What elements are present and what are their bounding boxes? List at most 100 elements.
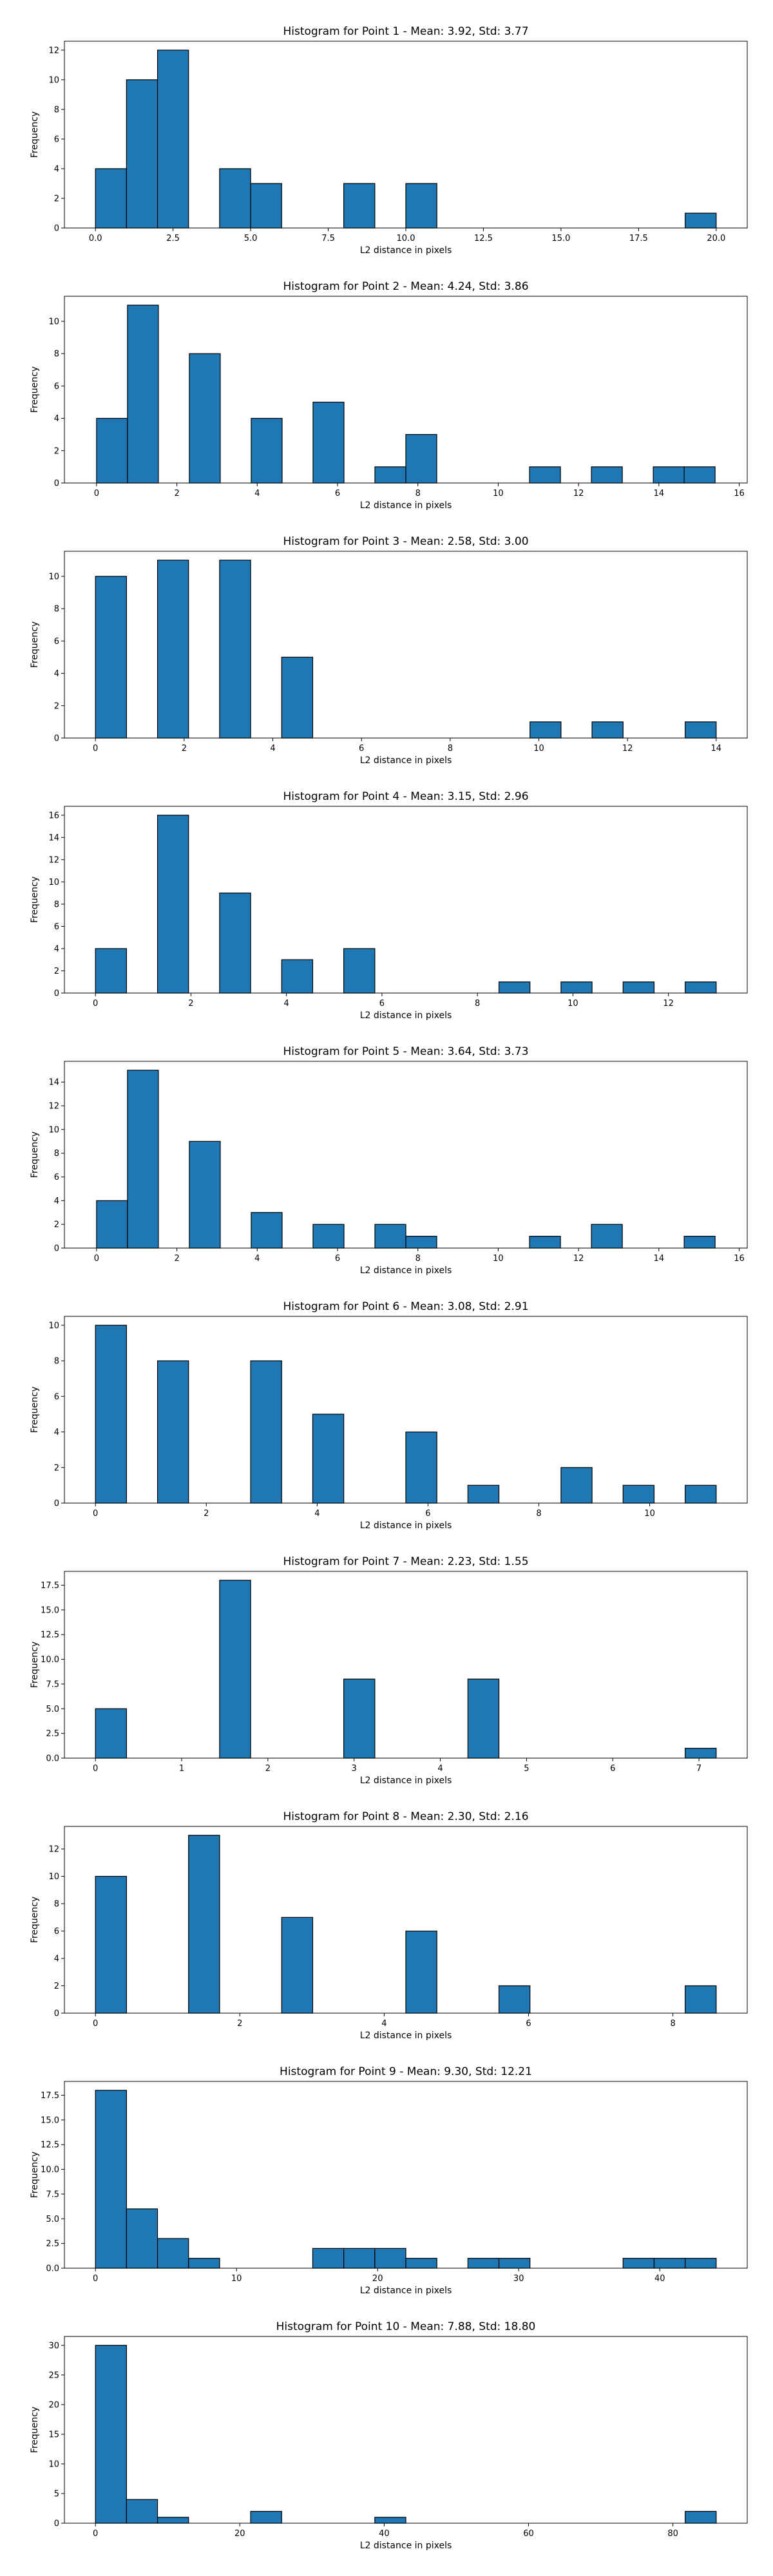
y-tick-label: 0.0 xyxy=(46,2264,59,2274)
histogram-bar xyxy=(96,417,128,484)
histogram-bar xyxy=(683,1235,716,1249)
histogram-panel-5: Histogram for Point 5 - Mean: 3.64, Std:… xyxy=(30,1045,748,1276)
histogram-bar xyxy=(685,981,717,994)
y-tick-label: 8 xyxy=(54,105,59,115)
x-tick-label: 6 xyxy=(425,1509,430,1519)
y-tick-label: 10 xyxy=(48,1321,59,1331)
x-tick-label: 0 xyxy=(93,1509,98,1519)
chart-title: Histogram for Point 5 - Mean: 3.64, Std:… xyxy=(283,1045,528,1058)
y-tick-label: 5.0 xyxy=(46,2215,59,2224)
y-tick-label: 15.0 xyxy=(41,2116,59,2125)
histogram-bar xyxy=(95,1708,127,1759)
y-axis-label: Frequency xyxy=(30,1132,40,1178)
y-tick-label: 6 xyxy=(54,1927,59,1937)
plot-frame xyxy=(64,2336,748,2524)
x-tick-label: 16 xyxy=(734,489,745,498)
histogram-bar xyxy=(251,417,283,484)
histogram-bar xyxy=(219,1580,251,1759)
histogram-bar xyxy=(685,721,717,739)
y-tick-label: 8 xyxy=(54,1357,59,1367)
histogram-bar xyxy=(405,1431,437,1504)
x-tick-label: 40 xyxy=(654,2274,665,2284)
x-tick-label: 15.0 xyxy=(551,234,570,243)
x-tick-label: 2 xyxy=(174,1254,179,1264)
y-tick-label: 10 xyxy=(48,2459,59,2469)
x-tick-label: 8 xyxy=(448,744,453,753)
x-tick-label: 5 xyxy=(524,1764,529,1774)
plot-frame xyxy=(64,296,748,484)
x-tick-label: 20.0 xyxy=(707,234,725,243)
x-tick-label: 2 xyxy=(237,2019,242,2029)
y-tick-label: 8 xyxy=(54,350,59,359)
histogram-bar xyxy=(374,2517,406,2524)
plot-frame xyxy=(64,1316,748,1504)
y-tick-label: 10 xyxy=(48,572,59,582)
y-axis-label: Frequency xyxy=(30,1387,40,1433)
histogram-bar xyxy=(560,981,593,994)
y-tick-label: 10 xyxy=(48,878,59,887)
histogram-panel-9: Histogram for Point 9 - Mean: 9.30, Std:… xyxy=(30,2065,748,2296)
y-tick-label: 7.5 xyxy=(46,1680,59,1689)
x-axis-label: L2 distance in pixels xyxy=(360,1265,452,1276)
histogram-bar xyxy=(685,1484,717,1504)
y-tick-label: 10.0 xyxy=(41,1655,59,1665)
x-tick-label: 17.5 xyxy=(629,234,648,243)
x-tick-label: 6 xyxy=(526,2019,531,2029)
histogram-bar xyxy=(188,1835,220,2014)
histogram-bar xyxy=(374,466,406,484)
histogram-bar xyxy=(343,183,376,229)
histogram-bar xyxy=(95,576,127,739)
histogram-bar xyxy=(653,2258,686,2269)
x-tick-label: 2 xyxy=(188,999,193,1009)
x-tick-label: 10.0 xyxy=(397,234,415,243)
y-tick-label: 0 xyxy=(54,2519,59,2529)
chart-title: Histogram for Point 10 - Mean: 7.88, Std… xyxy=(276,2320,536,2333)
x-tick-label: 4 xyxy=(254,489,260,498)
y-tick-label: 2 xyxy=(54,1220,59,1230)
x-tick-label: 12 xyxy=(573,489,584,498)
y-tick-label: 4 xyxy=(54,1428,59,1437)
y-tick-label: 17.5 xyxy=(41,2091,59,2101)
histogram-bar xyxy=(95,2090,127,2269)
y-tick-label: 12 xyxy=(48,855,59,865)
histogram-bar xyxy=(467,2258,500,2269)
x-axis-label: L2 distance in pixels xyxy=(360,2031,452,2041)
histogram-bar xyxy=(374,1224,406,1249)
histogram-bar xyxy=(530,721,562,739)
plot-frame xyxy=(64,1826,748,2014)
y-tick-label: 15.0 xyxy=(41,1605,59,1615)
x-tick-label: 0 xyxy=(93,1764,98,1774)
histogram-bar xyxy=(126,2208,158,2269)
histogram-bar xyxy=(157,560,189,739)
x-axis-label: L2 distance in pixels xyxy=(360,1776,452,1786)
x-tick-label: 1 xyxy=(179,1764,184,1774)
x-axis-label: L2 distance in pixels xyxy=(360,245,452,256)
x-tick-label: 4 xyxy=(284,999,289,1009)
x-tick-label: 0 xyxy=(93,2274,98,2284)
plot-frame xyxy=(64,806,748,994)
y-axis-label: Frequency xyxy=(30,1642,40,1688)
x-tick-label: 0 xyxy=(94,1254,99,1264)
chart-title: Histogram for Point 1 - Mean: 3.92, Std:… xyxy=(283,25,528,38)
x-tick-label: 8 xyxy=(475,999,480,1009)
histogram-bar xyxy=(189,353,221,484)
histogram-bar xyxy=(622,1484,655,1504)
histogram-bar xyxy=(498,1985,531,2014)
y-tick-label: 2 xyxy=(54,1982,59,1991)
y-tick-label: 6 xyxy=(54,382,59,392)
histogram-bar xyxy=(96,1200,128,1249)
x-tick-label: 10 xyxy=(644,1509,655,1519)
x-tick-label: 8 xyxy=(415,489,421,498)
histogram-bar xyxy=(685,213,717,229)
x-tick-label: 4 xyxy=(254,1254,260,1264)
x-tick-label: 6 xyxy=(359,744,364,753)
histogram-bar xyxy=(219,168,251,229)
histogram-bar xyxy=(157,1360,189,1504)
y-tick-label: 4 xyxy=(54,1197,59,1206)
y-tick-label: 4 xyxy=(54,414,59,424)
y-tick-label: 14 xyxy=(48,1078,59,1088)
histogram-bar xyxy=(312,1414,345,1504)
histogram-bar xyxy=(126,79,158,229)
histogram-panel-4: Histogram for Point 4 - Mean: 3.15, Std:… xyxy=(30,790,748,1021)
